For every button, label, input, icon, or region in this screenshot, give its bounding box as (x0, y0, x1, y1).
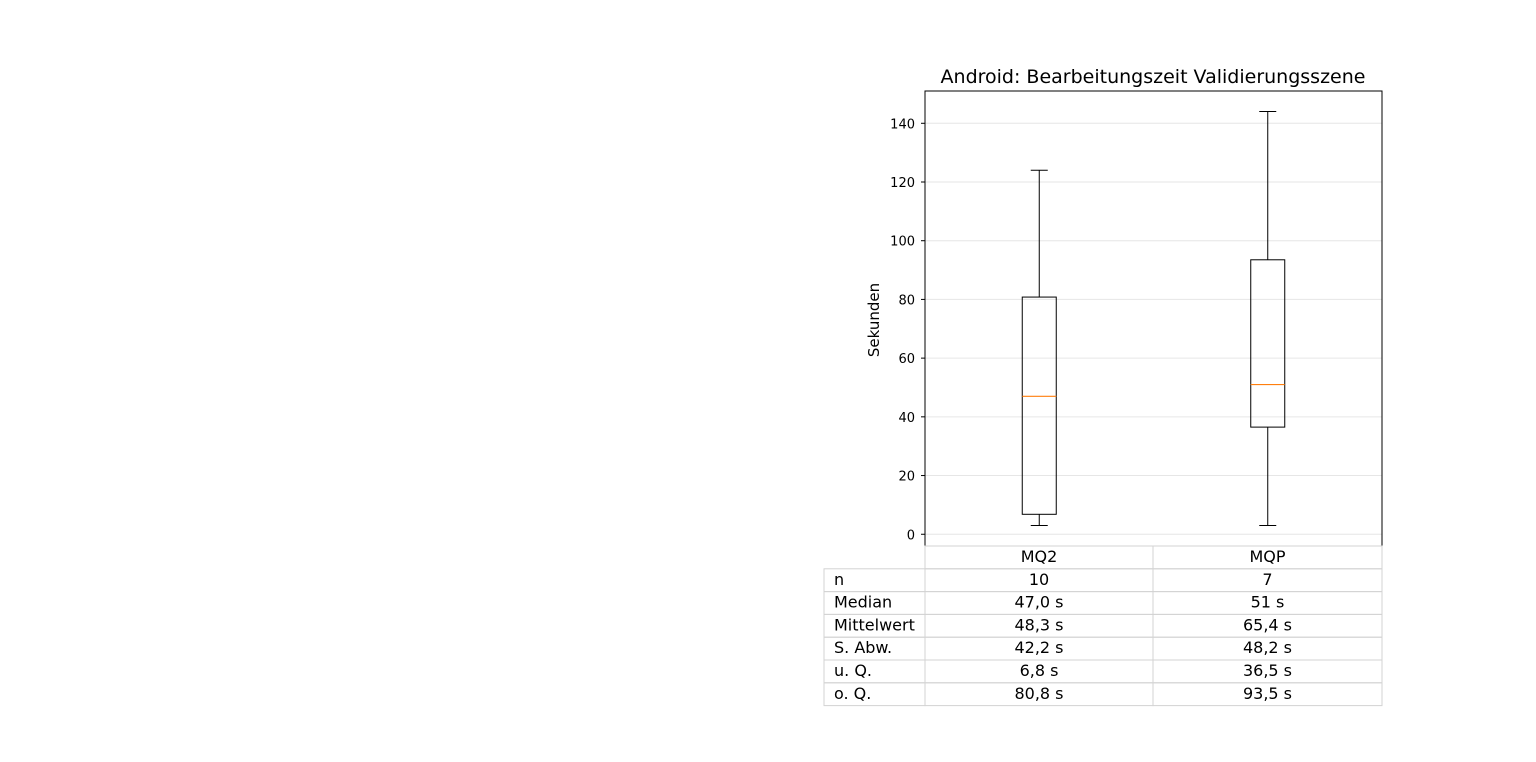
axes: 0 20 40 60 80 100 120 140 (890, 90, 1383, 547)
table-row-label: Mittelwert (834, 615, 915, 634)
y-tick-label: 100 (890, 235, 915, 250)
table-cell-value: 7 (1262, 570, 1272, 589)
table-cell-value: 48,2 s (1243, 638, 1292, 657)
table-cell-value: 80,8 s (1014, 684, 1063, 703)
category-label: MQP (1249, 547, 1285, 566)
chart-title: Android: Bearbeitungszeit Validierungssz… (941, 66, 1366, 88)
table-cell (1152, 682, 1383, 707)
table-row-label: u. Q. (834, 661, 872, 680)
y-axis-label: Sekunden (865, 283, 883, 357)
plot-frame (924, 90, 1383, 547)
grid-lines (925, 122, 1382, 535)
table-cell-value: 65,4 s (1243, 615, 1292, 634)
y-tick-label: 60 (898, 352, 915, 367)
boxes (1021, 111, 1286, 526)
box-mqp (1250, 111, 1286, 526)
table-row-label: n (834, 570, 844, 589)
y-tick-label: 20 (898, 470, 915, 485)
stats-table: MQ2 MQP n 10 7 Median 47,0 s 51 s Mittelwert 48,3… (823, 545, 1383, 707)
table-cell-value: 42,2 s (1014, 638, 1063, 657)
y-tick-label: 40 (898, 411, 915, 426)
y-tick-label: 140 (890, 117, 915, 132)
box-mq2 (1021, 169, 1057, 526)
table-row-label: Median (834, 593, 892, 612)
table-cell-value: 51 s (1251, 593, 1285, 612)
table-row-label: S. Abw. (834, 638, 892, 657)
y-tick-label: 0 (907, 528, 915, 543)
table-cell-value: 36,5 s (1243, 661, 1292, 680)
table-row-label: o. Q. (834, 684, 871, 703)
y-tick-label: 80 (898, 293, 915, 308)
table-cell-value: 10 (1029, 570, 1049, 589)
iqr-box (1021, 296, 1057, 515)
iqr-box (1250, 259, 1286, 428)
table-cell-value: 93,5 s (1243, 684, 1292, 703)
table-cell-value: 47,0 s (1014, 593, 1063, 612)
table-cell-value: 48,3 s (1014, 615, 1063, 634)
y-tick-label: 120 (890, 176, 915, 191)
category-label: MQ2 (1021, 547, 1058, 566)
table-cell-value: 6,8 s (1020, 661, 1059, 680)
